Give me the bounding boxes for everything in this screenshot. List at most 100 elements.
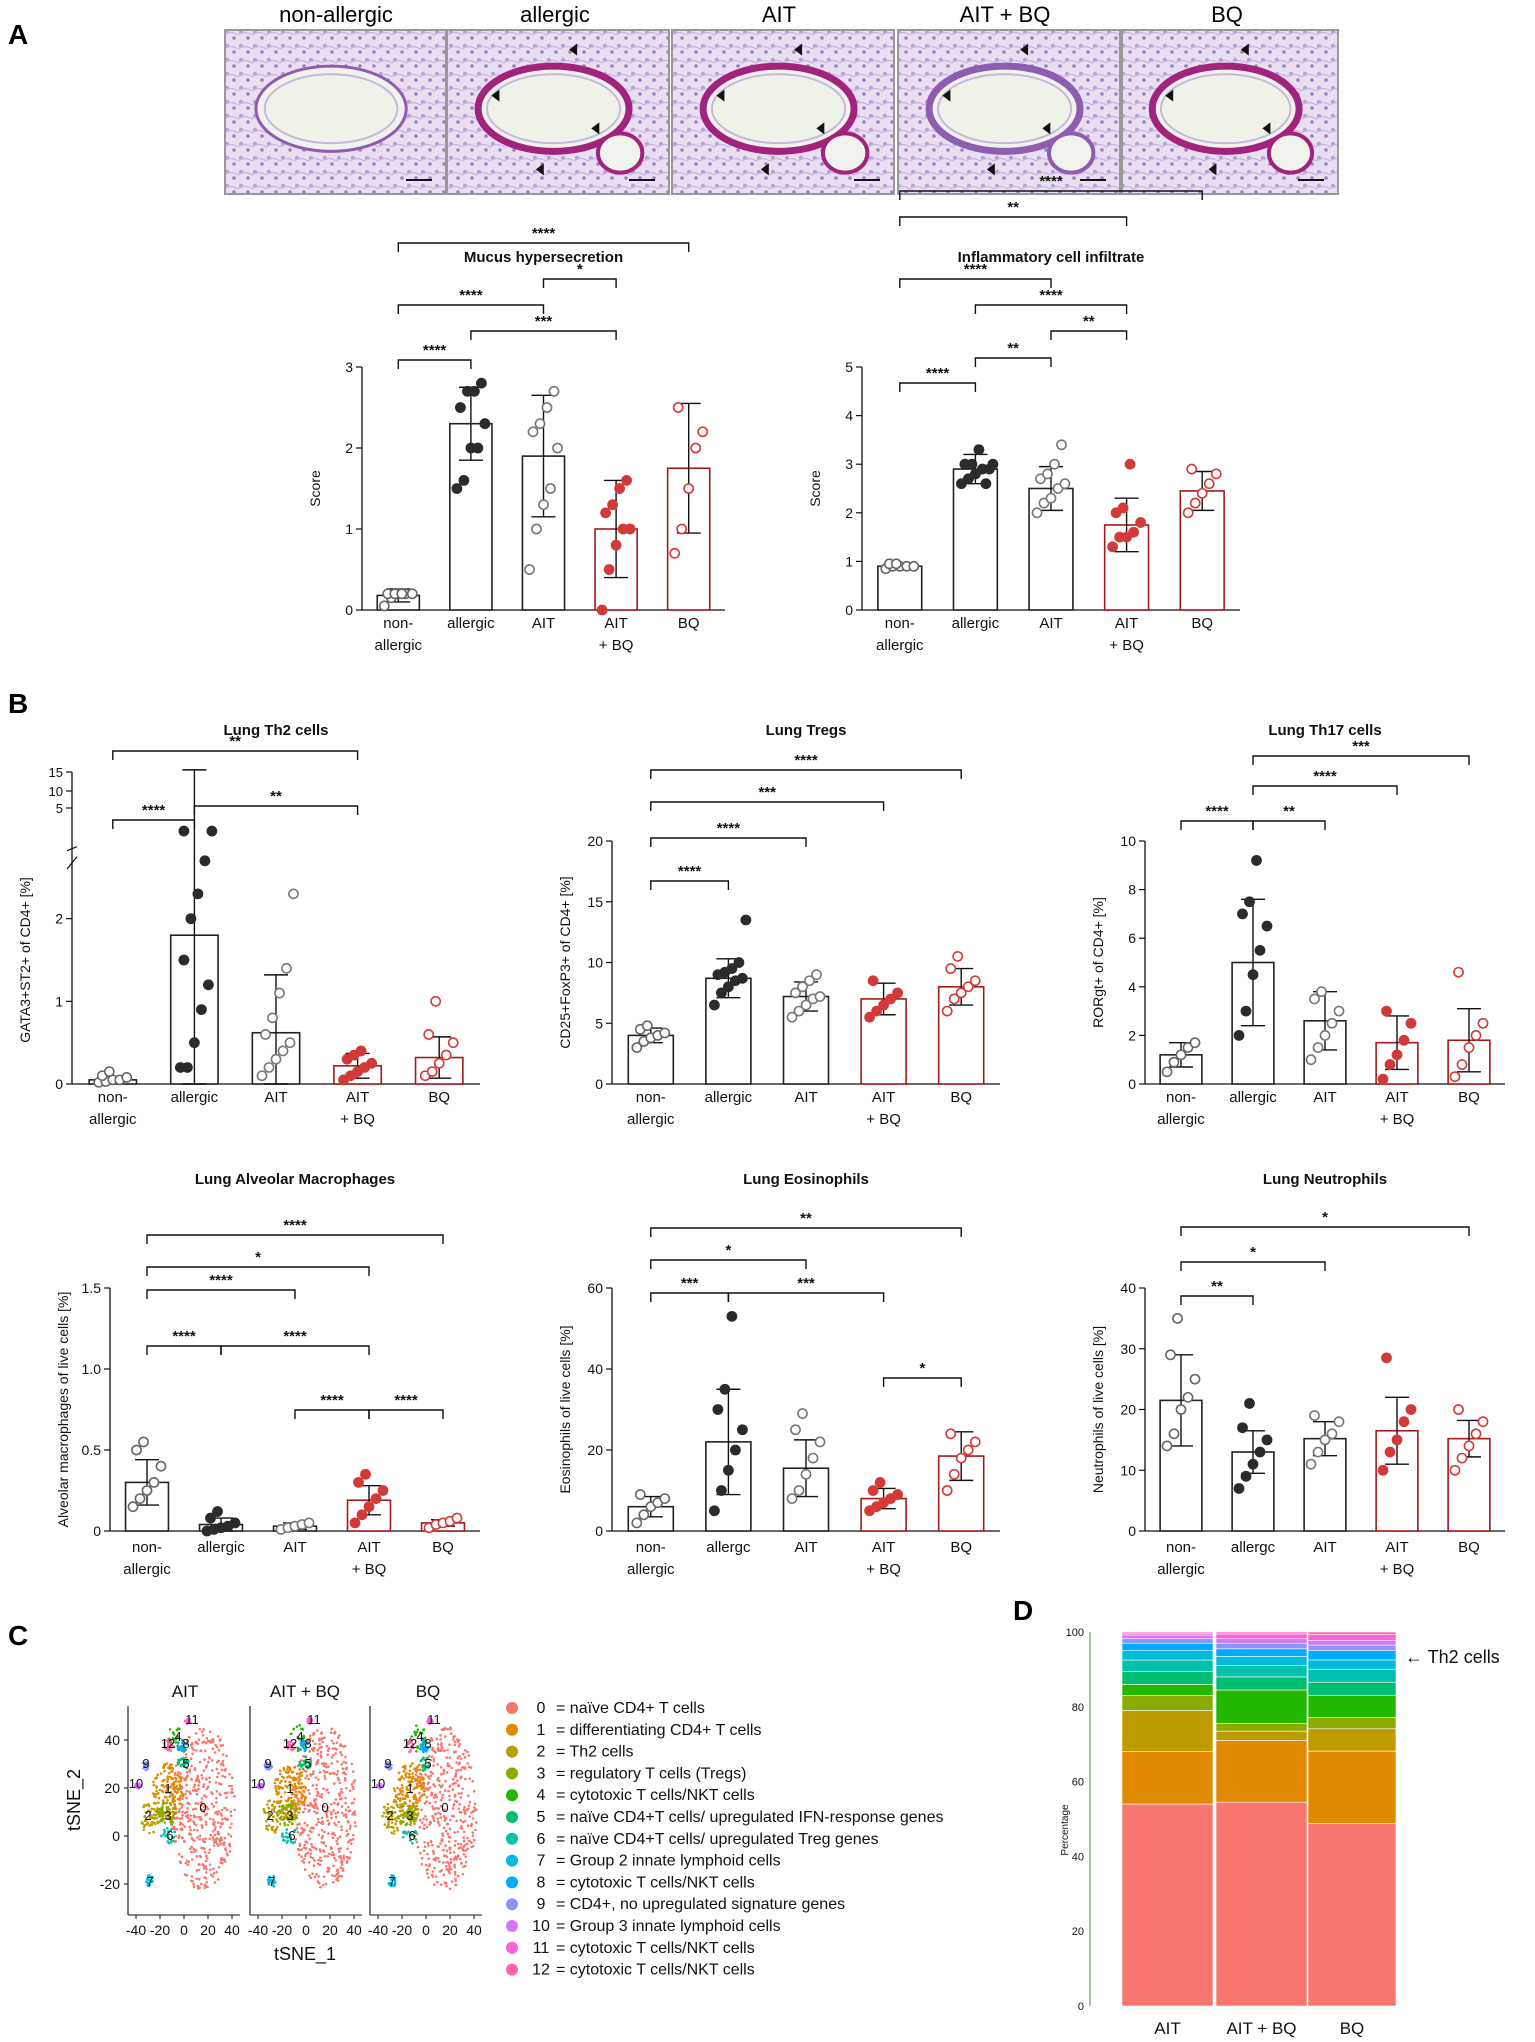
tsne-point [179,1821,183,1824]
significance-bracket [368,1409,444,1419]
tsne-point [205,1787,209,1791]
tsne-point [319,1885,322,1889]
tsne-point [433,1883,436,1886]
tsne-point [293,1766,296,1769]
significance-bracket [899,382,977,392]
tsne-point [174,1812,177,1815]
tsne-point [298,1777,302,1781]
data-point [281,962,292,974]
tsne-point [324,1844,328,1848]
tsne-point [183,1765,186,1768]
tsne-point [414,1749,418,1753]
tsne-point [313,1810,316,1814]
tsne-point [427,1761,430,1765]
tsne-point [265,1761,269,1764]
tsne-point [298,1738,301,1741]
tsne-point [432,1852,436,1855]
tsne-point [332,1853,336,1857]
data-point [270,1053,282,1065]
tsne-point [204,1741,208,1745]
data-point [804,975,815,987]
tsne-cluster-label: 3 [164,1808,171,1823]
histo-arrowhead [760,163,769,176]
tsne-point [332,1754,335,1757]
tsne-point [278,1817,282,1821]
tsne-point [172,1835,176,1839]
tsne-point [349,1850,353,1854]
tsne-point [458,1810,462,1814]
tsne-point [143,1763,146,1766]
y-axis-label: GATA3+ST2+ of CD4+ [%] [17,877,33,1043]
tsne-point [455,1819,458,1823]
tsne-point [135,1786,139,1790]
panel-letter-c: C [8,1620,28,1651]
tsne-point [292,1788,296,1791]
tsne-point [273,1881,277,1884]
tsne-point [322,1850,326,1854]
tsne-point [162,1778,165,1782]
significance-label: ** [270,788,282,805]
y-tick-label: 20 [587,1442,603,1458]
data-point [127,1501,139,1513]
tsne-point [211,1747,215,1751]
tsne-point [427,1857,431,1860]
tsne-point [184,1814,188,1818]
tsne-point [335,1878,338,1881]
tsne-point [340,1805,344,1808]
y-tick-label: 3 [345,359,353,375]
tsne-point [424,1815,427,1818]
tsne-point [286,1775,289,1779]
tsne-x-tick-label: 20 [322,1922,338,1938]
tsne-x-label: tSNE_1 [274,1944,336,1965]
stacked-segment [1121,1803,1214,2007]
legend-id: 5 [537,1809,546,1826]
tsne-point [448,1794,451,1798]
tsne-point [207,1785,210,1789]
tsne-point [308,1837,312,1840]
data-point [1240,1005,1252,1017]
tsne-point [392,1806,395,1810]
tsne-point [207,1756,211,1759]
legend-id: 8 [537,1874,546,1891]
tsne-point [187,1819,190,1823]
y-tick-label: 1 [345,521,353,537]
legend-id: 4 [537,1787,546,1804]
tsne-point [454,1855,458,1859]
tsne-point [142,1766,145,1770]
tsne-point [168,1746,171,1750]
data-point [737,972,748,984]
tsne-point [443,1881,447,1884]
tsne-point [382,1811,386,1815]
tsne-point [334,1815,338,1819]
tsne-point [299,1748,302,1751]
tsne-point [171,1810,174,1814]
tsne-point [426,1841,430,1845]
tsne-point [179,1779,183,1783]
tsne-point [315,1823,318,1826]
tsne-point [426,1788,429,1791]
tsne-point [144,1819,148,1822]
tsne-point [463,1756,467,1759]
tsne-point [413,1834,417,1838]
tsne-point [207,1760,210,1764]
tsne-point [282,1768,286,1772]
y-tick-label: 60 [587,1280,603,1296]
tsne-point [181,1823,185,1826]
tsne-point [148,1875,151,1879]
category-label: allergic [705,1089,753,1106]
tsne-point [439,1842,442,1845]
tsne-point [154,1776,158,1780]
bar [1103,524,1150,611]
tsne-point [197,1780,201,1784]
histo-arrowhead [569,43,578,56]
tsne-point [219,1763,223,1766]
tsne-point [462,1830,466,1834]
significance-bracket [1252,785,1398,795]
tsne-point [337,1847,341,1851]
tsne-point [402,1804,405,1808]
significance-bracket [650,880,730,890]
tsne-point [267,1878,270,1881]
category-label: BQ [1191,615,1213,632]
data-point [229,1517,241,1529]
significance-bracket [146,1266,370,1276]
